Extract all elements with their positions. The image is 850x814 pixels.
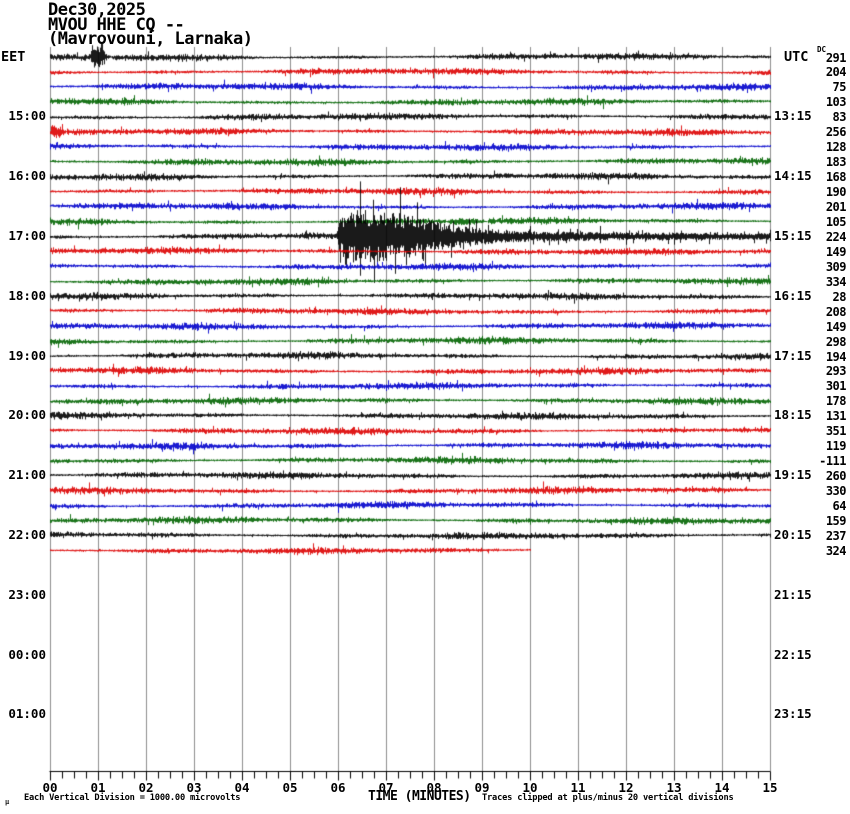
eet-axis-label: EET <box>1 49 26 65</box>
dc-value: 260 <box>825 469 847 484</box>
eet-hour-label: 00:00 <box>8 646 46 662</box>
x-tick-label: 11 <box>570 780 586 795</box>
dc-value: 201 <box>825 200 847 214</box>
utc-hour-label: 23:15 <box>774 706 812 722</box>
dc-value: 28 <box>832 289 847 304</box>
utc-hour-label: 18:15 <box>774 407 812 423</box>
dc-value: 256 <box>825 125 847 140</box>
dc-value: 194 <box>825 349 847 364</box>
x-tick-label: 04 <box>234 780 250 795</box>
dc-value: 208 <box>825 304 847 319</box>
dc-value: 183 <box>825 155 847 170</box>
dc-value: 105 <box>825 214 847 229</box>
dc-value: 237 <box>825 528 847 543</box>
x-tick-label: 02 <box>138 780 154 795</box>
eet-hour-label: 23:00 <box>8 586 46 602</box>
station-label: MVOU HHE CQ -- <box>48 14 185 35</box>
dc-value: 224 <box>825 229 847 244</box>
utc-hour-label: 15:15 <box>774 227 812 243</box>
x-tick-label: 05 <box>282 780 298 795</box>
utc-hour-label: 16:15 <box>774 287 812 303</box>
eet-hour-label: 16:00 <box>8 168 46 184</box>
dc-value: 128 <box>825 140 847 155</box>
x-axis-title: TIME (MINUTES) <box>368 789 471 804</box>
utc-axis-label: UTC <box>784 49 809 65</box>
dc-value: 293 <box>825 364 847 379</box>
utc-hour-label: 22:15 <box>774 646 812 662</box>
utc-hour-label: 19:15 <box>774 467 812 483</box>
x-tick-label: 07 <box>378 780 394 795</box>
eet-hour-label: 17:00 <box>8 227 46 243</box>
eet-hour-label: 15:00 <box>8 108 46 124</box>
dc-value: 291 <box>825 50 847 65</box>
dc-value: 75 <box>832 80 847 95</box>
dc-value: -111 <box>819 454 846 469</box>
utc-hour-label: 21:15 <box>774 586 812 602</box>
x-tick-label: 12 <box>618 780 634 795</box>
utc-hour-label: 13:15 <box>774 108 812 124</box>
utc-hour-label: 14:15 <box>774 168 812 184</box>
dc-value: 190 <box>825 185 847 200</box>
x-tick-label: 15 <box>762 780 778 795</box>
plot-header: Dec30,2025 MVOU HHE CQ -- (Mavrovouni, Lar… <box>48 0 253 50</box>
location-label: (Mavrovouni, Larnaka) <box>48 29 253 50</box>
dc-value: 119 <box>825 439 847 454</box>
dc-value: 204 <box>825 65 847 80</box>
eet-hour-label: 20:00 <box>8 407 46 423</box>
date-label: Dec30,2025 <box>48 0 146 20</box>
dc-value: 309 <box>825 259 847 274</box>
dc-value: 334 <box>825 274 847 289</box>
dc-value: 64 <box>832 499 847 513</box>
x-tick-label: 06 <box>330 780 346 795</box>
eet-hour-label: 01:00 <box>8 706 46 722</box>
dc-column-label: DC <box>817 45 827 54</box>
clip-note: Traces clipped at plus/minus 20 vertical… <box>482 793 734 803</box>
utc-hour-label: 17:15 <box>774 347 812 363</box>
eet-hour-label: 22:00 <box>8 526 46 542</box>
eet-hour-label: 18:00 <box>8 287 46 303</box>
dc-value: 149 <box>825 319 847 334</box>
dc-value: 301 <box>825 379 847 394</box>
x-tick-label: 10 <box>522 780 538 795</box>
dc-value: 149 <box>825 244 847 259</box>
dc-value: 324 <box>825 543 847 558</box>
x-tick-label: 01 <box>90 780 106 795</box>
dc-value: 298 <box>825 334 847 349</box>
dc-value: 131 <box>825 409 847 424</box>
dc-value: 351 <box>825 424 847 439</box>
x-tick-label: 00 <box>42 780 58 795</box>
x-tick-label: 09 <box>474 780 490 795</box>
x-tick-label: 03 <box>186 780 202 795</box>
dc-value: 159 <box>825 513 847 528</box>
dc-value: 103 <box>825 95 847 110</box>
x-tick-label: 13 <box>666 780 682 795</box>
scale-note: Each Vertical Division = 1000.00 microvo… <box>24 793 241 803</box>
mu-mark: µ <box>5 798 10 806</box>
x-tick-label: 14 <box>714 780 730 795</box>
dc-value: 168 <box>825 170 847 185</box>
dc-value: 178 <box>825 394 847 409</box>
eet-hour-label: 21:00 <box>8 467 46 483</box>
x-tick-label: 08 <box>426 780 442 795</box>
dc-value: 83 <box>832 110 847 125</box>
eet-hour-label: 19:00 <box>8 347 46 363</box>
utc-hour-label: 20:15 <box>774 526 812 542</box>
dc-value: 330 <box>825 484 847 499</box>
